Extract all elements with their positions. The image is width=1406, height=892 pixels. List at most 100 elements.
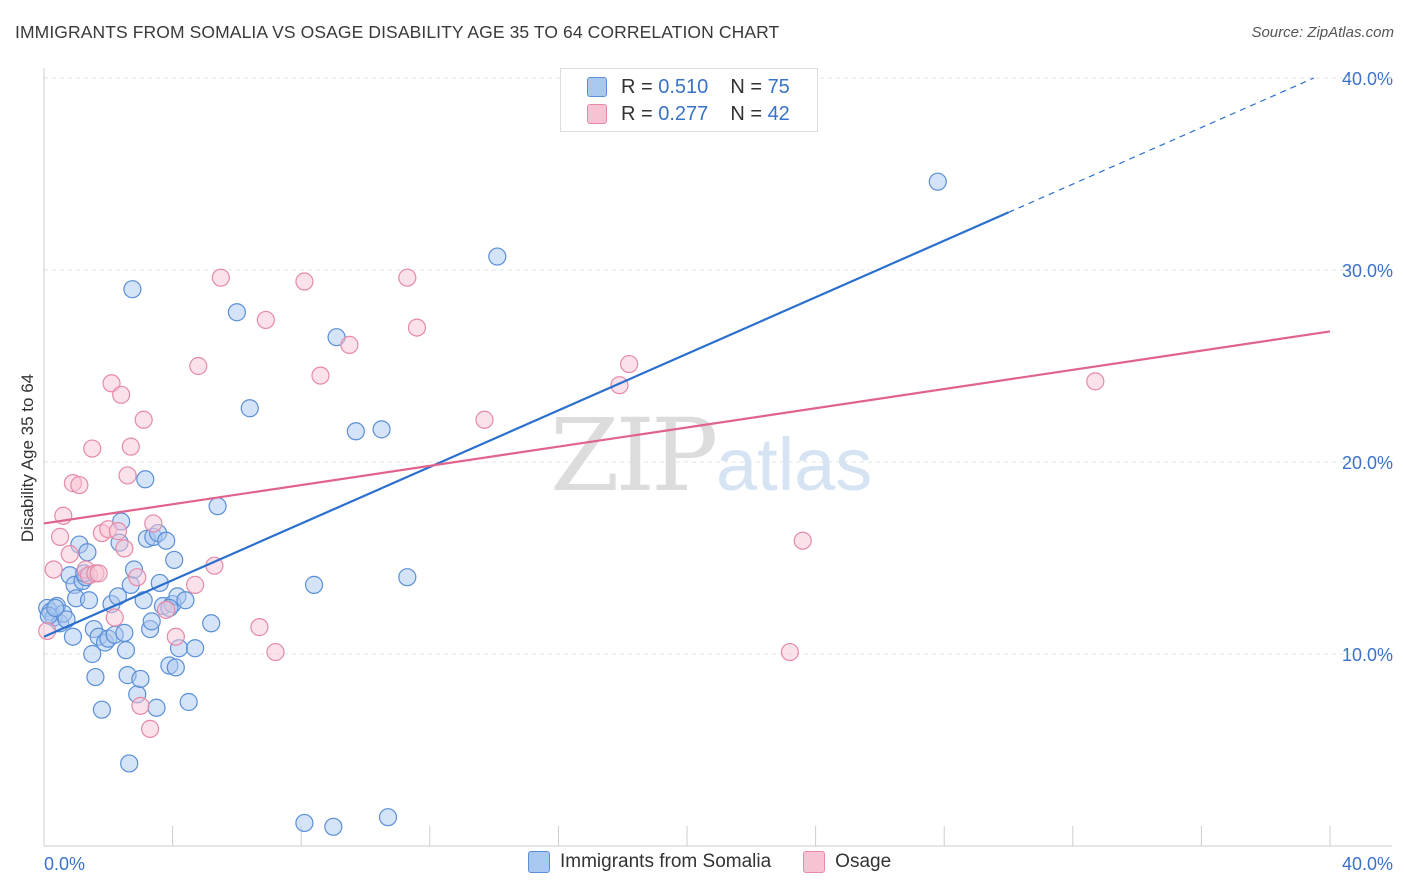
legend-r-label: R = [621,75,653,98]
watermark-atlas: atlas [716,423,872,506]
osage-point [295,272,314,291]
legend-row-osage: R = 0.277 N = 42 [587,102,790,126]
osage-point [256,310,275,330]
somalia-point [304,575,324,594]
somalia-point [120,754,139,773]
series-legend: Immigrants from Somalia Osage [528,851,923,873]
watermark-zip: ZIP [550,397,715,514]
legend-swatch-somalia [528,851,550,873]
somalia-point [165,550,184,570]
somalia-point [83,644,102,664]
osage-point [134,410,153,429]
osage-trendline [43,330,1331,525]
somalia-point [78,543,97,562]
somalia-point [295,813,314,833]
somalia-point [46,598,65,618]
legend-swatch-osage [587,104,607,124]
osage-point [340,335,359,354]
osage-point [118,466,137,485]
source-label: Source: ZipAtlas.com [1251,24,1394,41]
somalia-point [372,420,391,439]
osage-point [166,627,185,646]
osage-point [311,366,330,385]
legend-r-value-osage: 0.277 [658,102,709,125]
osage-point [89,564,108,583]
somalia-point [176,591,195,610]
legend-n-label: N = [730,75,762,98]
osage-point [144,514,163,533]
stats-legend: R = 0.510 N = 75 R = 0.277 N = 42 [560,68,818,132]
somalia-point [324,817,343,836]
osage-point [620,354,639,374]
somalia-point [131,669,150,689]
osage-point [121,437,140,456]
somalia-point [179,692,198,712]
osage-point [83,439,102,458]
somalia-point [157,531,176,550]
x-tick-label: 0.0% [44,854,85,874]
y-tick-label: 40.0% [1342,69,1393,89]
somalia-point [346,422,365,441]
osage-point [186,575,205,594]
somalia-point [142,612,161,631]
somalia-point [488,247,507,266]
somalia-point [63,627,83,646]
osage-point [266,642,285,662]
somalia-point [147,698,166,717]
legend-n-value-osage: 42 [767,102,790,125]
x-tick-label: 40.0% [1342,854,1393,874]
osage-point [105,608,124,627]
y-tick-label: 20.0% [1342,453,1393,473]
osage-point [189,356,208,376]
somalia-point [398,568,417,587]
somalia-point [136,470,155,489]
somalia-point [227,303,246,322]
somalia-point [79,591,99,610]
somalia-point [166,658,185,677]
somalia-trendline-extension [1008,77,1315,213]
legend-item-osage[interactable]: Osage [803,851,891,873]
osage-point [1086,372,1105,391]
legend-r-value-somalia: 0.510 [658,75,709,98]
legend-label-somalia: Immigrants from Somalia [560,851,772,872]
osage-point [50,527,70,546]
chart-title: IMMIGRANTS FROM SOMALIA VS OSAGE DISABIL… [15,22,780,42]
osage-point [128,568,147,587]
osage-point [44,560,63,579]
osage-point [475,410,494,429]
somalia-point [92,700,111,719]
osage-point [250,618,269,637]
osage-point [793,531,812,550]
legend-swatch-somalia [587,77,607,97]
y-axis-label: Disability Age 35 to 64 [18,374,37,542]
osage-point [131,696,150,715]
somalia-point [208,497,227,516]
osage-point [115,539,134,558]
somalia-trendline [43,211,1009,638]
legend-n-label: N = [730,102,762,125]
legend-r-label: R = [621,102,653,125]
somalia-point [86,667,105,687]
osage-point [60,545,79,564]
somalia-point [116,641,136,660]
somalia-point [202,614,221,633]
somalia-point [928,172,947,191]
osage-point [140,719,160,738]
legend-swatch-osage [803,851,826,873]
osage-point [70,475,89,495]
osage-point [112,385,131,404]
somalia-point [115,623,134,642]
legend-item-somalia[interactable]: Immigrants from Somalia [528,851,771,873]
y-tick-label: 10.0% [1342,645,1393,665]
legend-row-somalia: R = 0.510 N = 75 [587,75,790,99]
osage-point [38,621,57,641]
osage-point [780,642,799,662]
osage-point [398,268,417,287]
somalia-point [186,639,205,658]
legend-label-osage: Osage [835,851,892,872]
somalia-point [123,280,142,299]
legend-n-value-somalia: 75 [767,75,790,98]
somalia-point [240,399,259,418]
osage-point [157,600,176,619]
